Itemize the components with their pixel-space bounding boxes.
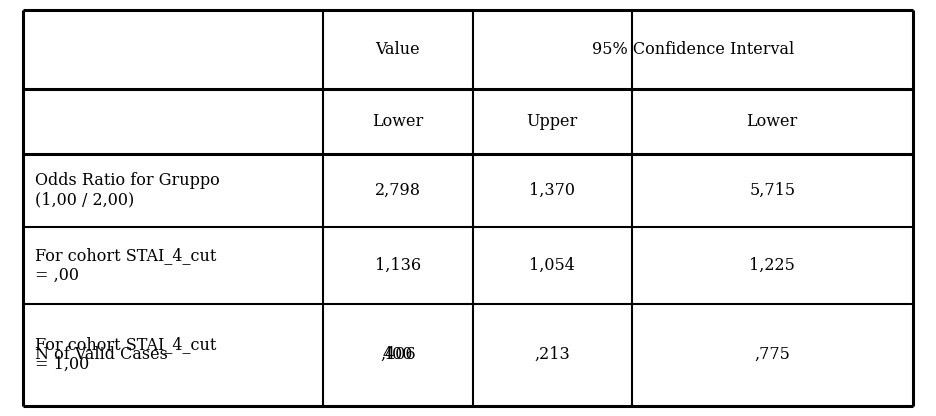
Text: Upper: Upper bbox=[527, 113, 578, 130]
Text: 1,136: 1,136 bbox=[374, 257, 421, 274]
Text: 1,225: 1,225 bbox=[749, 257, 796, 274]
Text: For cohort STAI_4_cut
= 1,00: For cohort STAI_4_cut = 1,00 bbox=[35, 337, 216, 373]
Text: Lower: Lower bbox=[747, 113, 797, 130]
Text: 400: 400 bbox=[383, 346, 413, 363]
Text: 95% Confidence Interval: 95% Confidence Interval bbox=[592, 42, 794, 58]
Text: N of Valid Cases: N of Valid Cases bbox=[35, 346, 168, 363]
Text: Lower: Lower bbox=[373, 113, 423, 130]
Text: ,406: ,406 bbox=[380, 346, 416, 363]
Text: Value: Value bbox=[375, 42, 420, 58]
Text: 1,054: 1,054 bbox=[529, 257, 576, 274]
Text: For cohort STAI_4_cut
= ,00: For cohort STAI_4_cut = ,00 bbox=[35, 247, 216, 283]
Text: 5,715: 5,715 bbox=[749, 182, 796, 199]
Text: Odds Ratio for Gruppo
(1,00 / 2,00): Odds Ratio for Gruppo (1,00 / 2,00) bbox=[35, 172, 219, 208]
Text: ,213: ,213 bbox=[534, 346, 570, 363]
Text: 2,798: 2,798 bbox=[374, 182, 421, 199]
Text: ,775: ,775 bbox=[754, 346, 790, 363]
Text: 1,370: 1,370 bbox=[529, 182, 576, 199]
